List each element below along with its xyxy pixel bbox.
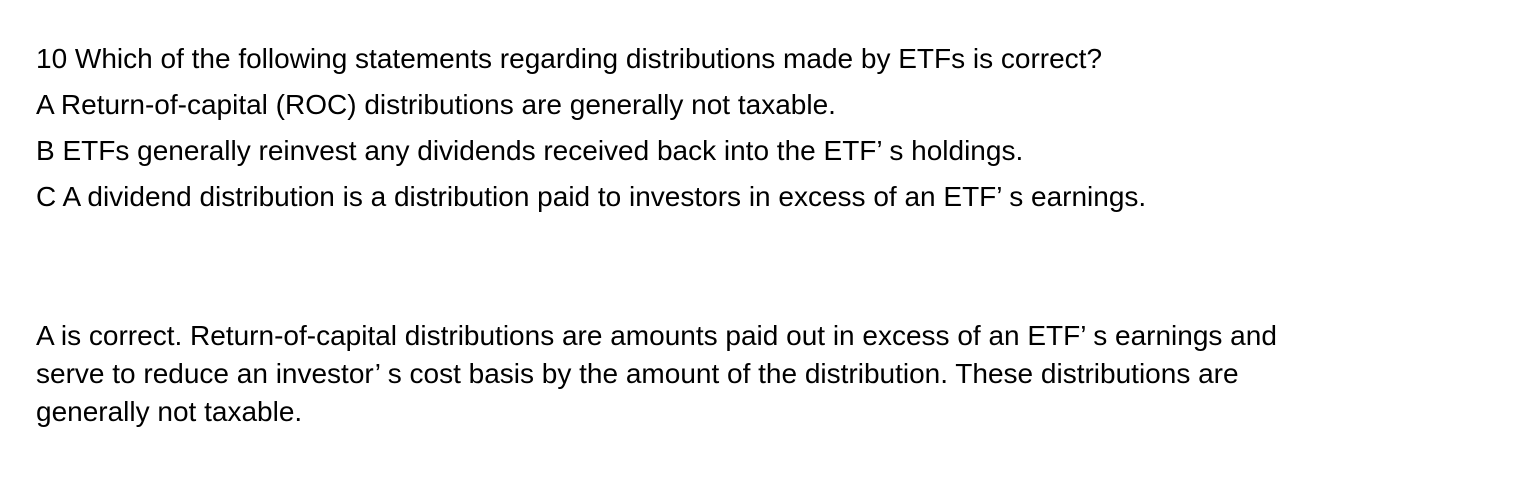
document-page: 10 Which of the following statements reg… [36, 36, 1540, 431]
option-c: C A dividend distribution is a distribut… [36, 181, 1147, 212]
question-stem: 10 Which of the following statements reg… [36, 43, 1103, 74]
question-block: 10 Which of the following statements reg… [36, 36, 1540, 220]
answer-block: A is correct. Return-of-capital distribu… [36, 317, 1540, 431]
answer-line-2: serve to reduce an investor’ s cost basi… [36, 358, 1239, 389]
answer-line-3: generally not taxable. [36, 396, 303, 427]
option-b: B ETFs generally reinvest any dividends … [36, 135, 1024, 166]
answer-line-1: A is correct. Return-of-capital distribu… [36, 320, 1277, 351]
option-a: A Return-of-capital (ROC) distributions … [36, 89, 836, 120]
